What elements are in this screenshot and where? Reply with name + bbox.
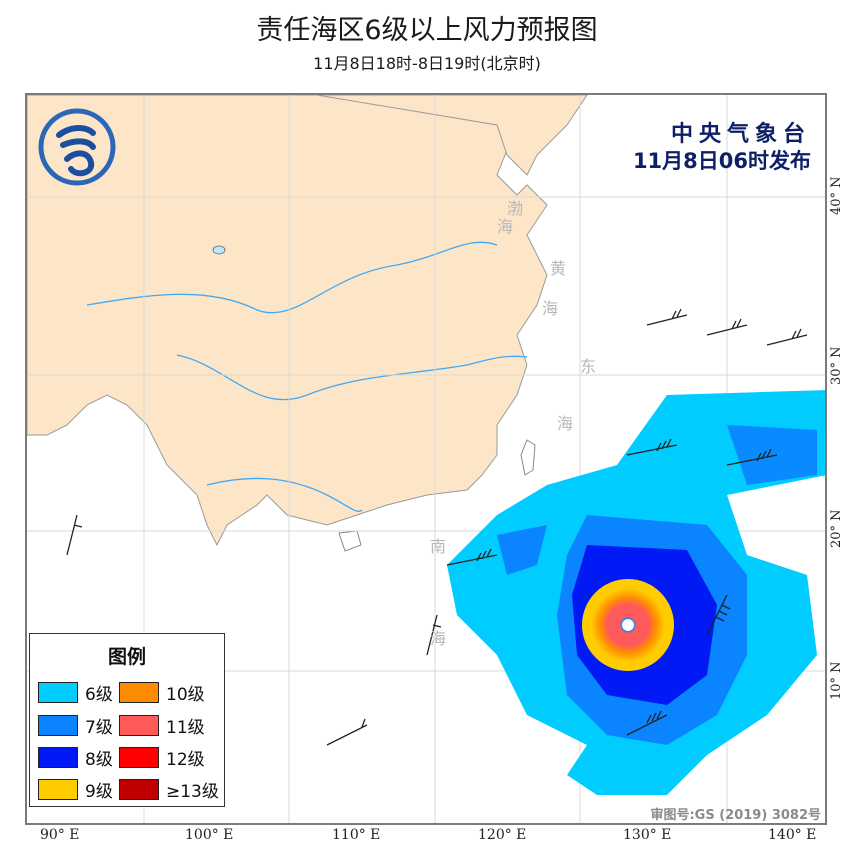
legend-item-9: 9级 <box>38 777 113 802</box>
legend-label: 11级 <box>166 717 205 738</box>
wind-legend: 图例 6级 7级 8级 9级 10级 11级 12级 ≥13级 <box>29 633 225 807</box>
legend-label: 8级 <box>85 749 113 770</box>
wind-forecast-map: 中央气象台 11月8日06时发布 渤 海 黄 海 东 海 南 海 审图号:GS … <box>25 93 827 825</box>
land-northeast <box>316 95 588 176</box>
legend-item-12: 12级 <box>119 745 205 770</box>
legend-label: 9级 <box>85 781 113 802</box>
legend-label: 12级 <box>166 749 205 770</box>
river-yellow <box>86 241 498 314</box>
issuer-org: 中央气象台 <box>670 122 811 147</box>
sea-label-huanghai-2: 海 <box>542 299 559 318</box>
legend-swatch <box>119 778 159 800</box>
river-yangtze <box>176 354 528 401</box>
legend-swatch <box>38 681 78 703</box>
sea-label-nanhai-1: 南 <box>430 537 447 556</box>
legend-swatch <box>38 778 78 800</box>
legend-item-11: 11级 <box>119 713 205 738</box>
legend-swatch <box>119 746 159 768</box>
island-hainan <box>338 530 362 552</box>
legend-item-8: 8级 <box>38 745 113 770</box>
legend-title: 图例 <box>107 646 146 668</box>
river-pearl <box>206 477 363 512</box>
legend-item-7: 7级 <box>38 713 113 738</box>
map-title: 责任海区6级以上风力预报图 <box>256 15 598 46</box>
sea-label-bohai-2: 海 <box>497 217 514 236</box>
issue-time: 11月8日06时发布 <box>632 149 811 173</box>
legend-swatch <box>119 714 159 736</box>
legend-label: ≥13级 <box>166 781 219 802</box>
island-taiwan <box>520 439 536 476</box>
wind-shading <box>447 390 825 795</box>
lat-label-30n: 30° N <box>829 346 844 385</box>
lat-label-40n: 40° N <box>829 176 844 215</box>
lon-label-140e: 140° E <box>768 827 817 843</box>
legend-swatch <box>38 746 78 768</box>
legend-swatch <box>38 714 78 736</box>
legend-item-10: 10级 <box>119 680 205 705</box>
lake-qinghai <box>212 245 226 255</box>
wind-barbs <box>66 308 808 746</box>
sea-label-donghai-1: 东 <box>580 357 597 376</box>
sea-label-nanhai-2: 海 <box>430 629 447 648</box>
sea-label-huanghai-1: 黄 <box>550 259 567 278</box>
lon-label-110e: 110° E <box>332 827 381 843</box>
legend-label: 6级 <box>85 684 113 705</box>
lat-label-10n: 10° N <box>829 661 844 700</box>
sea-label-bohai-1: 渤 <box>507 199 524 218</box>
legend-item-6: 6级 <box>38 680 113 705</box>
lon-label-90e: 90° E <box>40 827 80 843</box>
sea-label-donghai-2: 海 <box>557 414 574 433</box>
cma-logo-icon <box>37 107 117 187</box>
legend-item-13plus: ≥13级 <box>119 777 219 802</box>
legend-label: 7级 <box>85 717 113 738</box>
lon-label-100e: 100° E <box>185 827 234 843</box>
lat-label-20n: 20° N <box>829 509 844 548</box>
issuer-block: 中央气象台 11月8日06时发布 <box>633 121 811 175</box>
land-china <box>27 95 548 547</box>
legend-label: 10级 <box>166 684 205 705</box>
legend-swatch <box>119 681 159 703</box>
lon-label-120e: 120° E <box>478 827 527 843</box>
map-approval-number: 审图号:GS (2019) 3082号 <box>650 808 821 823</box>
lon-label-130e: 130° E <box>623 827 672 843</box>
map-canvas <box>27 95 825 823</box>
forecast-period: 11月8日18时-8日19时(北京时) <box>313 54 541 73</box>
